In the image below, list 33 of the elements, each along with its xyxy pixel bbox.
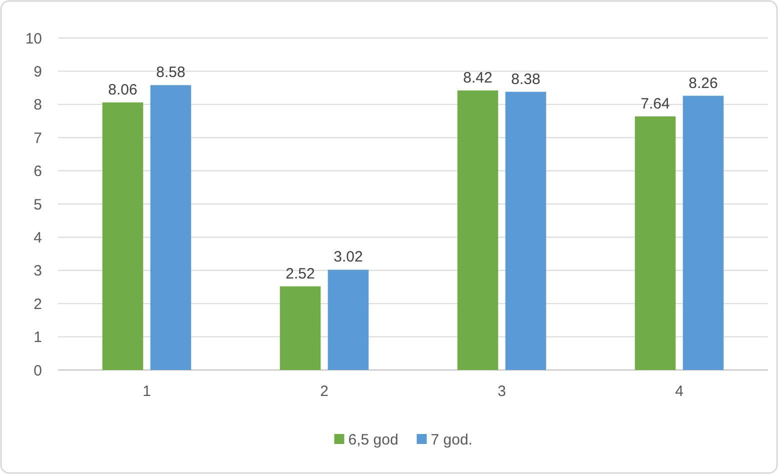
data-label: 8.42 bbox=[463, 69, 492, 86]
y-tick-label: 0 bbox=[34, 362, 42, 380]
x-tick-label: 2 bbox=[320, 383, 328, 400]
bar bbox=[280, 286, 321, 370]
data-label: 3.02 bbox=[334, 248, 363, 266]
y-tick-label: 6 bbox=[34, 163, 42, 180]
y-tick-label: 9 bbox=[34, 63, 42, 80]
data-label: 8.58 bbox=[156, 64, 186, 82]
legend-label: 6,5 god bbox=[348, 431, 398, 448]
data-label: 8.26 bbox=[688, 74, 718, 92]
y-tick-label: 7 bbox=[34, 130, 42, 147]
x-tick-label: 4 bbox=[675, 383, 684, 400]
bar bbox=[682, 96, 724, 370]
y-tick-label: 5 bbox=[34, 196, 42, 214]
x-tick-label: 3 bbox=[498, 383, 506, 400]
x-tick-label: 1 bbox=[142, 383, 151, 400]
y-tick-label: 4 bbox=[34, 229, 42, 246]
bar bbox=[457, 90, 498, 370]
y-tick-label: 2 bbox=[34, 296, 42, 313]
y-tick-label: 10 bbox=[25, 30, 42, 48]
bar bbox=[505, 92, 546, 370]
bar bbox=[328, 270, 369, 370]
data-label: 8.06 bbox=[108, 81, 138, 98]
y-tick-label: 8 bbox=[34, 96, 42, 114]
legend-label: 7 god. bbox=[430, 431, 472, 448]
y-tick-label: 3 bbox=[34, 262, 42, 280]
bar bbox=[150, 85, 192, 370]
data-label: 7.64 bbox=[640, 95, 670, 112]
bar bbox=[634, 116, 676, 370]
y-tick-label: 1 bbox=[34, 329, 42, 346]
data-label: 2.52 bbox=[286, 265, 315, 282]
data-label: 8.38 bbox=[511, 70, 540, 88]
bar bbox=[102, 102, 144, 370]
